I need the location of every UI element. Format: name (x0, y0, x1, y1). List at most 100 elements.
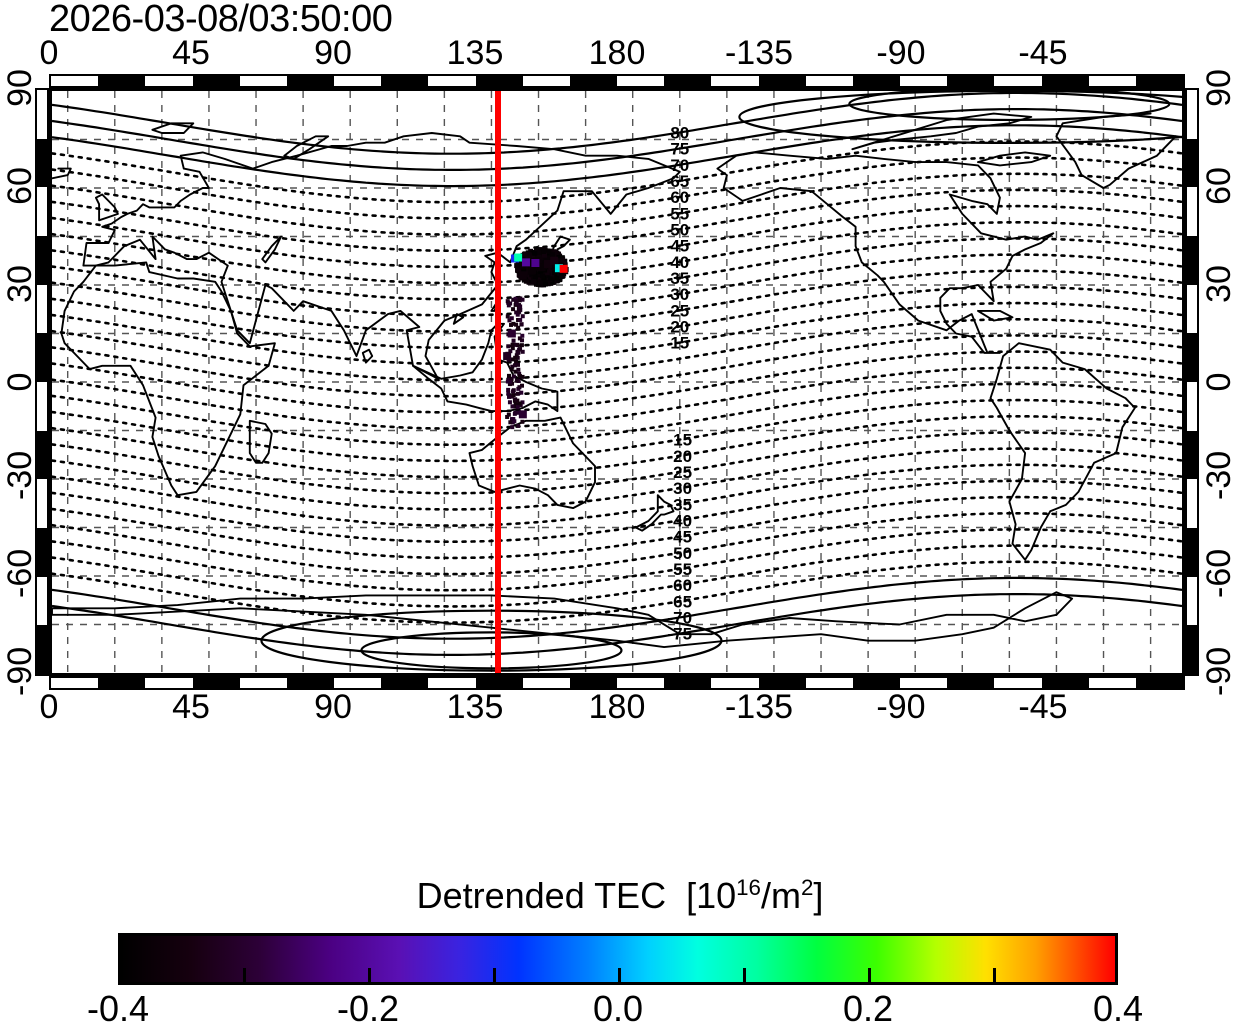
polar-contour-oval (848, 91, 1171, 122)
tec-data-point (516, 367, 521, 372)
tec-data-point (517, 336, 522, 341)
tec-data-point (507, 329, 516, 338)
tec-data-point (506, 303, 511, 308)
tec-data-point (512, 363, 517, 368)
axis-segment (1187, 528, 1197, 577)
tec-data-point (514, 310, 519, 315)
axis-segment (1041, 76, 1089, 86)
contour-label: -55 (667, 560, 692, 579)
axis-segment (37, 528, 47, 577)
tec-data-point (515, 391, 520, 396)
latitude-tick-label: -90 (1200, 646, 1238, 696)
axis-segment (1187, 236, 1197, 285)
latitude-tick-label: 30 (1, 265, 39, 303)
tec-data-point (537, 279, 543, 285)
tec-data-point (510, 357, 515, 362)
longitude-tick-label: -135 (724, 688, 794, 726)
contour-label: 60 (670, 188, 689, 207)
tec-data-point (514, 301, 519, 306)
tec-data-point (516, 350, 521, 355)
axis-segment (475, 678, 523, 688)
tec-data-point (518, 304, 523, 309)
axis-segment (37, 138, 47, 188)
tec-data-point (533, 254, 539, 260)
coastline-path (977, 309, 1014, 322)
contour-label: 70 (670, 156, 689, 175)
axis-segment (947, 76, 995, 86)
contour-label: -65 (667, 592, 692, 611)
tec-data-point (544, 273, 550, 279)
world-map-plot-area[interactable]: 80 75 70 65 60 55 50 45 40 35 30 25 20 15 -15 -20 -25 -30… (49, 88, 1185, 676)
contour-label: 55 (670, 204, 689, 223)
axis-segment (286, 76, 334, 86)
tec-data-point (515, 398, 520, 403)
tec-data-point (545, 248, 551, 254)
tec-data-point (511, 374, 516, 379)
tec-data-point (507, 400, 512, 405)
tec-data-point (517, 309, 522, 314)
tec-data-point (506, 344, 511, 349)
latitude-tick-label: 90 (1200, 69, 1238, 107)
coastline-path (634, 494, 675, 532)
polar-contour-oval (360, 631, 623, 670)
tec-data-point (521, 258, 530, 267)
geomagnetic-contour (52, 91, 1182, 155)
tec-data-point (518, 410, 527, 419)
geomagnetic-contour (52, 382, 1182, 446)
tec-data-point (508, 420, 513, 425)
longitude-tick-label: -135 (724, 34, 794, 72)
tec-data-point (520, 419, 525, 424)
contour-label: 35 (670, 269, 689, 288)
tec-data-point (559, 264, 568, 273)
tec-data-point (540, 273, 546, 279)
axis-segment (758, 678, 806, 688)
longitude-tick-label: 135 (446, 688, 504, 726)
latitude-tick-label: 60 (1, 167, 39, 205)
tec-data-point (524, 272, 530, 278)
latitude-tick-label: 0 (1, 372, 39, 392)
geomagnetic-contour (52, 560, 1182, 624)
tec-data-point (538, 268, 544, 274)
geomagnetic-contour (52, 221, 1182, 285)
tec-data-point (532, 274, 538, 280)
contour-label: 75 (670, 140, 689, 159)
geomagnetic-contour (52, 318, 1182, 382)
tec-data-point (531, 259, 540, 268)
geomagnetic-contour (52, 366, 1182, 430)
tec-data-point (552, 249, 558, 255)
tec-data-point (506, 373, 511, 378)
axis-segment (569, 76, 617, 86)
tec-data-point (517, 401, 522, 406)
axis-segment (664, 76, 712, 86)
latitude-tick-label: 0 (1200, 372, 1238, 392)
contour-label: 20 (670, 317, 689, 336)
axis-segment (1187, 333, 1197, 382)
contour-label: -50 (667, 544, 692, 563)
tec-data-point (507, 379, 512, 384)
coastline-path (412, 322, 559, 413)
tec-data-point (519, 322, 524, 327)
colorbar-wrapper[interactable] (118, 933, 1118, 985)
tec-data-point (542, 252, 548, 258)
coastline-path (468, 416, 596, 510)
tec-data-point (537, 263, 546, 272)
tec-data-point (515, 362, 520, 367)
tec-data-point (515, 410, 520, 415)
tec-data-point (516, 317, 521, 322)
axis-segment (381, 76, 429, 86)
colorbar-tick-label: -0.4 (86, 988, 150, 1029)
tec-data-point (518, 271, 527, 280)
tec-data-point (512, 411, 517, 416)
longitude-tick-label: 180 (588, 688, 646, 726)
tec-data-point (544, 270, 550, 276)
tec-data-point (511, 307, 516, 312)
coastline-path (52, 591, 1074, 649)
latitude-tick-label: -60 (1200, 548, 1238, 598)
geomagnetic-contour (52, 495, 1182, 560)
tec-data-point (514, 353, 519, 358)
tec-data-point (510, 425, 515, 430)
tec-data-point (517, 385, 522, 390)
tec-data-point (549, 279, 555, 285)
contour-label: 45 (670, 237, 689, 256)
contour-label: 30 (670, 285, 689, 304)
